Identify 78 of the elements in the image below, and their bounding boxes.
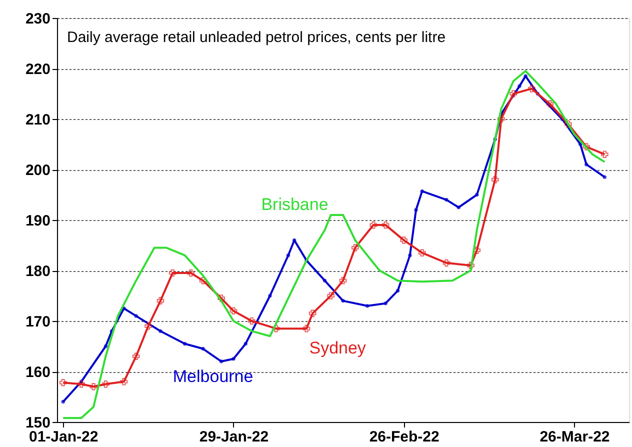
point — [327, 292, 334, 300]
point — [528, 85, 536, 92]
point — [498, 115, 505, 123]
y-tick-label: 210 — [25, 112, 50, 128]
point — [201, 346, 205, 351]
point — [475, 192, 479, 197]
x-tick-label: 01-Jan-22 — [28, 428, 98, 446]
point — [518, 84, 522, 88]
point — [384, 301, 388, 306]
point — [546, 100, 554, 108]
point — [102, 380, 110, 388]
point — [90, 382, 98, 390]
point — [382, 221, 390, 229]
point — [602, 175, 607, 179]
x-tick-label: 26-Feb-22 — [369, 428, 440, 446]
point — [61, 400, 65, 404]
point — [182, 342, 187, 346]
series-label: Brisbane — [261, 195, 328, 214]
point — [408, 253, 412, 258]
point — [272, 324, 280, 332]
point — [584, 162, 588, 166]
point — [156, 297, 164, 304]
x-tick-label: 26-Mar-22 — [540, 428, 610, 446]
point — [232, 357, 236, 361]
point — [132, 352, 140, 360]
x-tick-label: 29-Jan-22 — [199, 428, 269, 446]
point — [582, 143, 590, 150]
y-tick-label: 230 — [25, 10, 50, 28]
point — [365, 304, 370, 308]
point — [400, 236, 408, 244]
point — [322, 278, 327, 282]
point — [456, 206, 460, 210]
point — [473, 246, 481, 254]
point — [134, 314, 138, 318]
y-tick-label: 150 — [25, 414, 50, 432]
text: Daily average retail unleaded petrol prices, cents per litre — [67, 29, 446, 46]
point — [158, 329, 162, 333]
series-label: Melbourne — [172, 366, 254, 386]
point — [286, 253, 290, 258]
point — [230, 307, 238, 315]
point — [187, 269, 195, 277]
y-tick-label: 170 — [25, 314, 50, 330]
point — [144, 322, 152, 330]
point — [510, 90, 518, 98]
point — [308, 310, 316, 318]
point — [396, 288, 400, 293]
point — [59, 378, 67, 386]
series-label: Sydney — [309, 338, 366, 358]
point — [578, 142, 582, 146]
y-tick-label: 160 — [25, 364, 50, 381]
point — [268, 294, 272, 298]
y-tick-label: 190 — [25, 212, 50, 230]
point — [219, 360, 224, 364]
y-tick-label: 200 — [25, 162, 50, 179]
point — [168, 269, 176, 277]
point — [244, 342, 248, 346]
point — [339, 276, 347, 284]
point — [120, 378, 128, 386]
point — [341, 298, 345, 303]
point — [302, 324, 310, 332]
point — [418, 249, 426, 256]
point — [444, 198, 448, 202]
y-tick-label: 220 — [25, 61, 50, 78]
point — [420, 189, 424, 194]
point — [218, 294, 225, 302]
point — [78, 380, 85, 388]
point — [442, 259, 450, 267]
point — [467, 262, 474, 270]
point — [370, 221, 378, 229]
y-tick-label: 180 — [25, 263, 50, 280]
point — [199, 276, 207, 284]
point — [414, 208, 418, 212]
point — [564, 120, 572, 128]
point — [491, 176, 499, 184]
point — [352, 244, 359, 252]
point — [248, 317, 256, 325]
point — [104, 344, 108, 348]
point — [601, 150, 608, 158]
